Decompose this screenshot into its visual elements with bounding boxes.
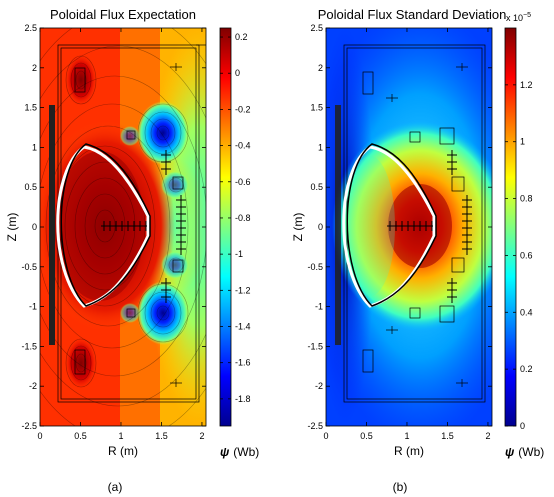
panel-b-central-column <box>335 105 341 345</box>
panel-a-coils <box>74 63 184 387</box>
y-tick-label: 1 <box>318 142 323 152</box>
colorbar-tick-label: -0.6 <box>235 177 251 187</box>
panel-b-title: Poloidal Flux Standard Deviation <box>318 7 507 22</box>
y-tick-label: 2.5 <box>310 23 323 33</box>
x-tick-label: 1.5 <box>441 431 454 441</box>
panel-a-colorbar <box>220 28 231 426</box>
y-tick-label: -1 <box>315 302 323 312</box>
colorbar-tick-label: 0 <box>235 68 240 78</box>
y-tick-label: 2 <box>318 63 323 73</box>
x-tick-label: 1 <box>118 431 123 441</box>
panel-b-xlabel: R (m) <box>394 444 424 458</box>
panel-b-heatmap <box>326 28 492 426</box>
panel-b-caption: (b) <box>393 480 408 494</box>
y-tick-label: 1 <box>32 142 37 152</box>
y-tick-label: -0.5 <box>307 262 323 272</box>
y-tick-label: -0.5 <box>21 262 37 272</box>
colorbar-tick-label: 0.2 <box>520 364 533 374</box>
colorbar-tick-label: -1 <box>235 249 243 259</box>
x-tick-label: 0.5 <box>360 431 373 441</box>
multiplier-base: x 10 <box>506 13 523 23</box>
colorbar-tick-label: 0.8 <box>520 194 533 204</box>
panel-a <box>39 27 232 427</box>
colorbar-tick-label: 1 <box>520 137 525 147</box>
x-tick-label: 2 <box>485 431 490 441</box>
x-tick-label: 0 <box>323 431 328 441</box>
y-tick-label: -2.5 <box>307 421 323 431</box>
colorbar-tick-label: 0.2 <box>235 32 248 42</box>
colorbar-tick-label: 1.2 <box>520 80 533 90</box>
y-tick-label: 2.5 <box>24 23 37 33</box>
colorbar-tick-label: -1.6 <box>235 358 251 368</box>
panel-b-colorbar-label: ψ (Wb) <box>505 445 544 459</box>
x-tick-label: 0.5 <box>74 431 87 441</box>
y-tick-label: 2 <box>32 63 37 73</box>
panel-b <box>325 27 517 427</box>
y-tick-label: 1.5 <box>310 103 323 113</box>
colorbar-tick-label: -0.2 <box>235 104 251 114</box>
unit-label: (Wb) <box>233 445 259 459</box>
colorbar-tick-label: -0.4 <box>235 141 251 151</box>
colorbar-tick-label: 0.6 <box>520 250 533 260</box>
panel-a-central-column <box>49 105 55 345</box>
panel-a-heatmap <box>40 28 206 426</box>
y-tick-label: -1.5 <box>307 341 323 351</box>
x-tick-label: 1.5 <box>155 431 168 441</box>
panel-a-probes <box>101 150 186 303</box>
panel-b-coils <box>362 63 468 387</box>
y-tick-label: 0.5 <box>310 182 323 192</box>
y-tick-label: -1.5 <box>21 341 37 351</box>
x-tick-label: 2 <box>199 431 204 441</box>
panel-b-probes <box>387 150 472 303</box>
chart-text-layer: Poloidal Flux Expectation 0 0.5 1 1.5 2 -2.5 -2… <box>5 7 544 494</box>
psi-symbol: ψ <box>505 445 515 459</box>
colorbar-tick-label: -0.8 <box>235 213 251 223</box>
y-tick-label: -1 <box>29 302 37 312</box>
y-tick-label: 1.5 <box>24 103 37 113</box>
panel-a-boundary-black <box>60 143 151 307</box>
y-tick-label: -2.5 <box>21 421 37 431</box>
y-tick-label: -2 <box>315 381 323 391</box>
psi-symbol: ψ <box>220 445 230 459</box>
y-tick-label: 0.5 <box>24 182 37 192</box>
y-tick-label: 0 <box>318 222 323 232</box>
panel-a-caption: (a) <box>108 480 123 494</box>
colorbar-tick-label: -1.8 <box>235 394 251 404</box>
panel-a-colorbar-label: ψ (Wb) <box>220 445 259 459</box>
x-tick-label: 1 <box>404 431 409 441</box>
panel-a-xlabel: R (m) <box>108 444 138 458</box>
colorbar-multiplier: x 10−5 <box>506 12 531 23</box>
panel-a-ylabel: Z (m) <box>5 213 19 242</box>
y-tick-label: -2 <box>29 381 37 391</box>
panel-a-title: Poloidal Flux Expectation <box>50 7 196 22</box>
colorbar-tick-label: 0.4 <box>520 307 533 317</box>
panel-b-boundary-black <box>346 143 437 307</box>
panel-b-colorbar <box>505 28 516 426</box>
unit-label: (Wb) <box>518 445 544 459</box>
colorbar-tick-label: -1.4 <box>235 322 251 332</box>
colorbar-tick-label: -1.2 <box>235 285 251 295</box>
y-tick-label: 0 <box>32 222 37 232</box>
multiplier-exponent: −5 <box>523 12 531 19</box>
x-tick-label: 0 <box>37 431 42 441</box>
panel-b-ylabel: Z (m) <box>291 213 305 242</box>
colorbar-tick-label: 0 <box>520 421 525 431</box>
